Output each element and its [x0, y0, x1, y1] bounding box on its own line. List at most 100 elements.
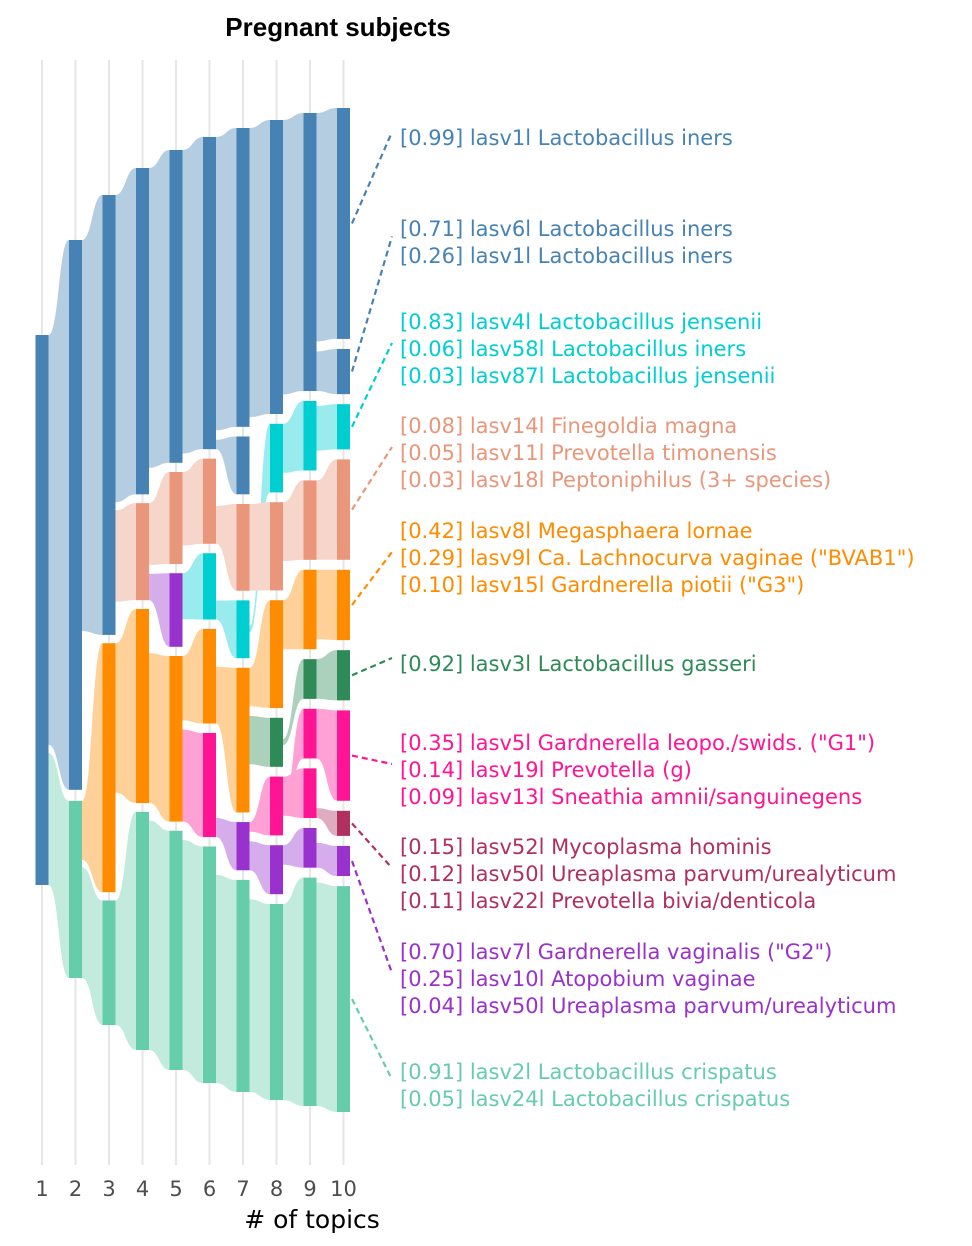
ribbon-k7-to-k8 [249, 120, 270, 418]
topic-node-k8-31 [270, 600, 283, 708]
annotation-8-line-2: [0.04] lasv50l Ureaplasma parvum/urealyt… [400, 994, 896, 1018]
annotation-4-line-0: [0.42] lasv8l Megasphaera lornae [400, 519, 753, 543]
ribbon-k6-to-k7 [216, 128, 237, 431]
annotation-8-line-0: [0.70] lasv7l Gardnerella vaginalis ("G2… [400, 940, 832, 964]
ribbon-k9-to-k10 [316, 842, 337, 877]
annotation-3-line-1: [0.05] lasv11l Prevotella timonensis [400, 441, 777, 465]
chart-title: Pregnant subjects [225, 12, 450, 42]
annotation-1-line-0: [0.71] lasv6l Lactobacillus iners [400, 217, 733, 241]
x-tick-label-5: 5 [169, 1177, 182, 1201]
ribbon-k9-to-k10 [316, 708, 337, 801]
topic-node-k8-34 [270, 845, 283, 895]
topic-node-k8-33 [270, 776, 283, 836]
topic-node-k10-47 [337, 404, 350, 450]
ribbon-k5-to-k6 [182, 840, 203, 1083]
topic-node-k7-25 [236, 667, 250, 813]
topic-node-k9-38 [303, 480, 317, 560]
ribbon-k1-to-k2 [48, 753, 69, 978]
topic-node-k8-32 [270, 717, 283, 767]
annotation-6-line-1: [0.14] lasv19l Prevotella (g) [400, 758, 692, 782]
x-axis-title: # of topics [244, 1205, 380, 1234]
topic-node-k4-9 [136, 811, 149, 1050]
x-tick-label-10: 10 [330, 1177, 357, 1201]
ribbon-k8-to-k9 [283, 827, 304, 868]
topic-node-k9-43 [303, 827, 317, 868]
leader-line-8 [350, 860, 394, 974]
topic-nodes [35, 108, 350, 1112]
topic-node-k9-36 [303, 113, 317, 392]
topic-node-k8-30 [270, 502, 283, 591]
ribbon-k5-to-k6 [182, 553, 203, 620]
ribbon-k9-to-k10 [316, 882, 337, 1112]
ribbon-k9-to-k10 [316, 650, 337, 701]
topic-node-k3-3 [102, 195, 116, 635]
ribbon-k3-to-k4 [115, 609, 136, 804]
ribbon-k8-to-k9 [283, 659, 304, 746]
ribbon-k6-to-k7 [216, 874, 237, 1092]
annotation-7-line-0: [0.15] lasv52l Mycoplasma hominis [400, 835, 772, 859]
ribbon-k2-to-k3 [82, 643, 103, 893]
topic-node-k6-17 [203, 553, 216, 620]
ribbon-k3-to-k4 [115, 811, 136, 1050]
annotation-5-line-0: [0.92] lasv3l Lactobacillus gasseri [400, 652, 757, 676]
ribbon-k9-to-k10 [316, 459, 337, 560]
ribbon-k6-to-k7 [216, 503, 237, 591]
topic-node-k10-52 [337, 810, 350, 836]
annotation-6-line-2: [0.09] lasv13l Sneathia amnii/sanguinege… [400, 785, 862, 809]
ribbon-k8-to-k9 [283, 569, 304, 650]
topic-node-k6-20 [203, 846, 216, 1083]
ribbon-k4-to-k5 [149, 573, 170, 647]
ribbon-k8-to-k9 [283, 708, 304, 809]
annotation-4-line-1: [0.29] lasv9l Ca. Lachnocurva vaginae ("… [400, 546, 915, 570]
ribbon-k3-to-k4 [115, 168, 136, 503]
leader-lines [350, 131, 394, 1080]
ribbon-k7-to-k8 [249, 502, 270, 591]
annotation-7-line-1: [0.12] lasv50l Ureaplasma parvum/urealyt… [400, 862, 896, 886]
topic-node-k7-22 [236, 436, 250, 495]
topic-node-k9-37 [303, 400, 317, 471]
topic-node-k1-0 [35, 335, 49, 885]
leader-line-5 [351, 656, 393, 677]
annotation-9-line-1: [0.05] lasv24l Lactobacillus crispatus [400, 1087, 790, 1111]
annotation-2-line-1: [0.06] lasv58l Lactobacillus iners [400, 337, 746, 361]
topic-node-k10-51 [337, 710, 350, 801]
topic-node-k8-35 [270, 904, 283, 1100]
leader-line-9 [351, 998, 393, 1080]
ribbon-k1-to-k2 [48, 240, 69, 790]
topic-node-k7-27 [236, 879, 250, 1092]
topic-node-k10-53 [337, 845, 350, 877]
ribbon-k9-to-k10 [316, 348, 337, 395]
topic-node-k2-1 [69, 240, 82, 790]
topic-node-k9-39 [303, 569, 317, 650]
annotation-3-line-0: [0.08] lasv14l Finegoldia magna [400, 414, 737, 438]
x-tick-label-9: 9 [303, 1177, 316, 1201]
topic-node-k10-45 [337, 108, 350, 339]
leader-line-1 [350, 236, 394, 372]
leader-line-3 [351, 446, 393, 511]
topic-node-k3-4 [102, 643, 116, 893]
ribbon-k8-to-k9 [283, 877, 304, 1106]
annotation-2-line-2: [0.03] lasv87l Lactobacillus jensenii [400, 364, 775, 388]
ribbon-k7-to-k8 [249, 776, 270, 836]
x-tick-label-7: 7 [236, 1177, 249, 1201]
ribbon-k7-to-k8 [249, 600, 270, 708]
topic-node-k6-16 [203, 458, 216, 544]
topic-node-k7-24 [236, 600, 250, 659]
topic-node-k5-12 [169, 573, 183, 647]
annotation-4-line-2: [0.10] lasv15l Gardnerella piotii ("G3") [400, 573, 804, 597]
topic-node-k4-7 [136, 503, 149, 601]
topic-node-k6-19 [203, 732, 216, 838]
ribbon-k4-to-k5 [149, 820, 170, 1070]
x-tick-label-1: 1 [35, 1177, 48, 1201]
topic-node-k4-8 [136, 609, 149, 804]
annotation-3-line-2: [0.03] lasv18l Peptoniphilus (3+ species… [400, 468, 831, 492]
ribbon-k5-to-k6 [182, 458, 203, 546]
ribbons [48, 108, 337, 1112]
annotations: [0.99] lasv1l Lactobacillus iners [0.71] … [400, 126, 915, 1111]
x-tick-label-2: 2 [69, 1177, 82, 1201]
ribbon-k7-to-k8 [249, 899, 270, 1100]
ribbon-k5-to-k6 [182, 729, 203, 838]
topic-node-k9-41 [303, 708, 317, 759]
leader-line-6 [351, 754, 393, 766]
